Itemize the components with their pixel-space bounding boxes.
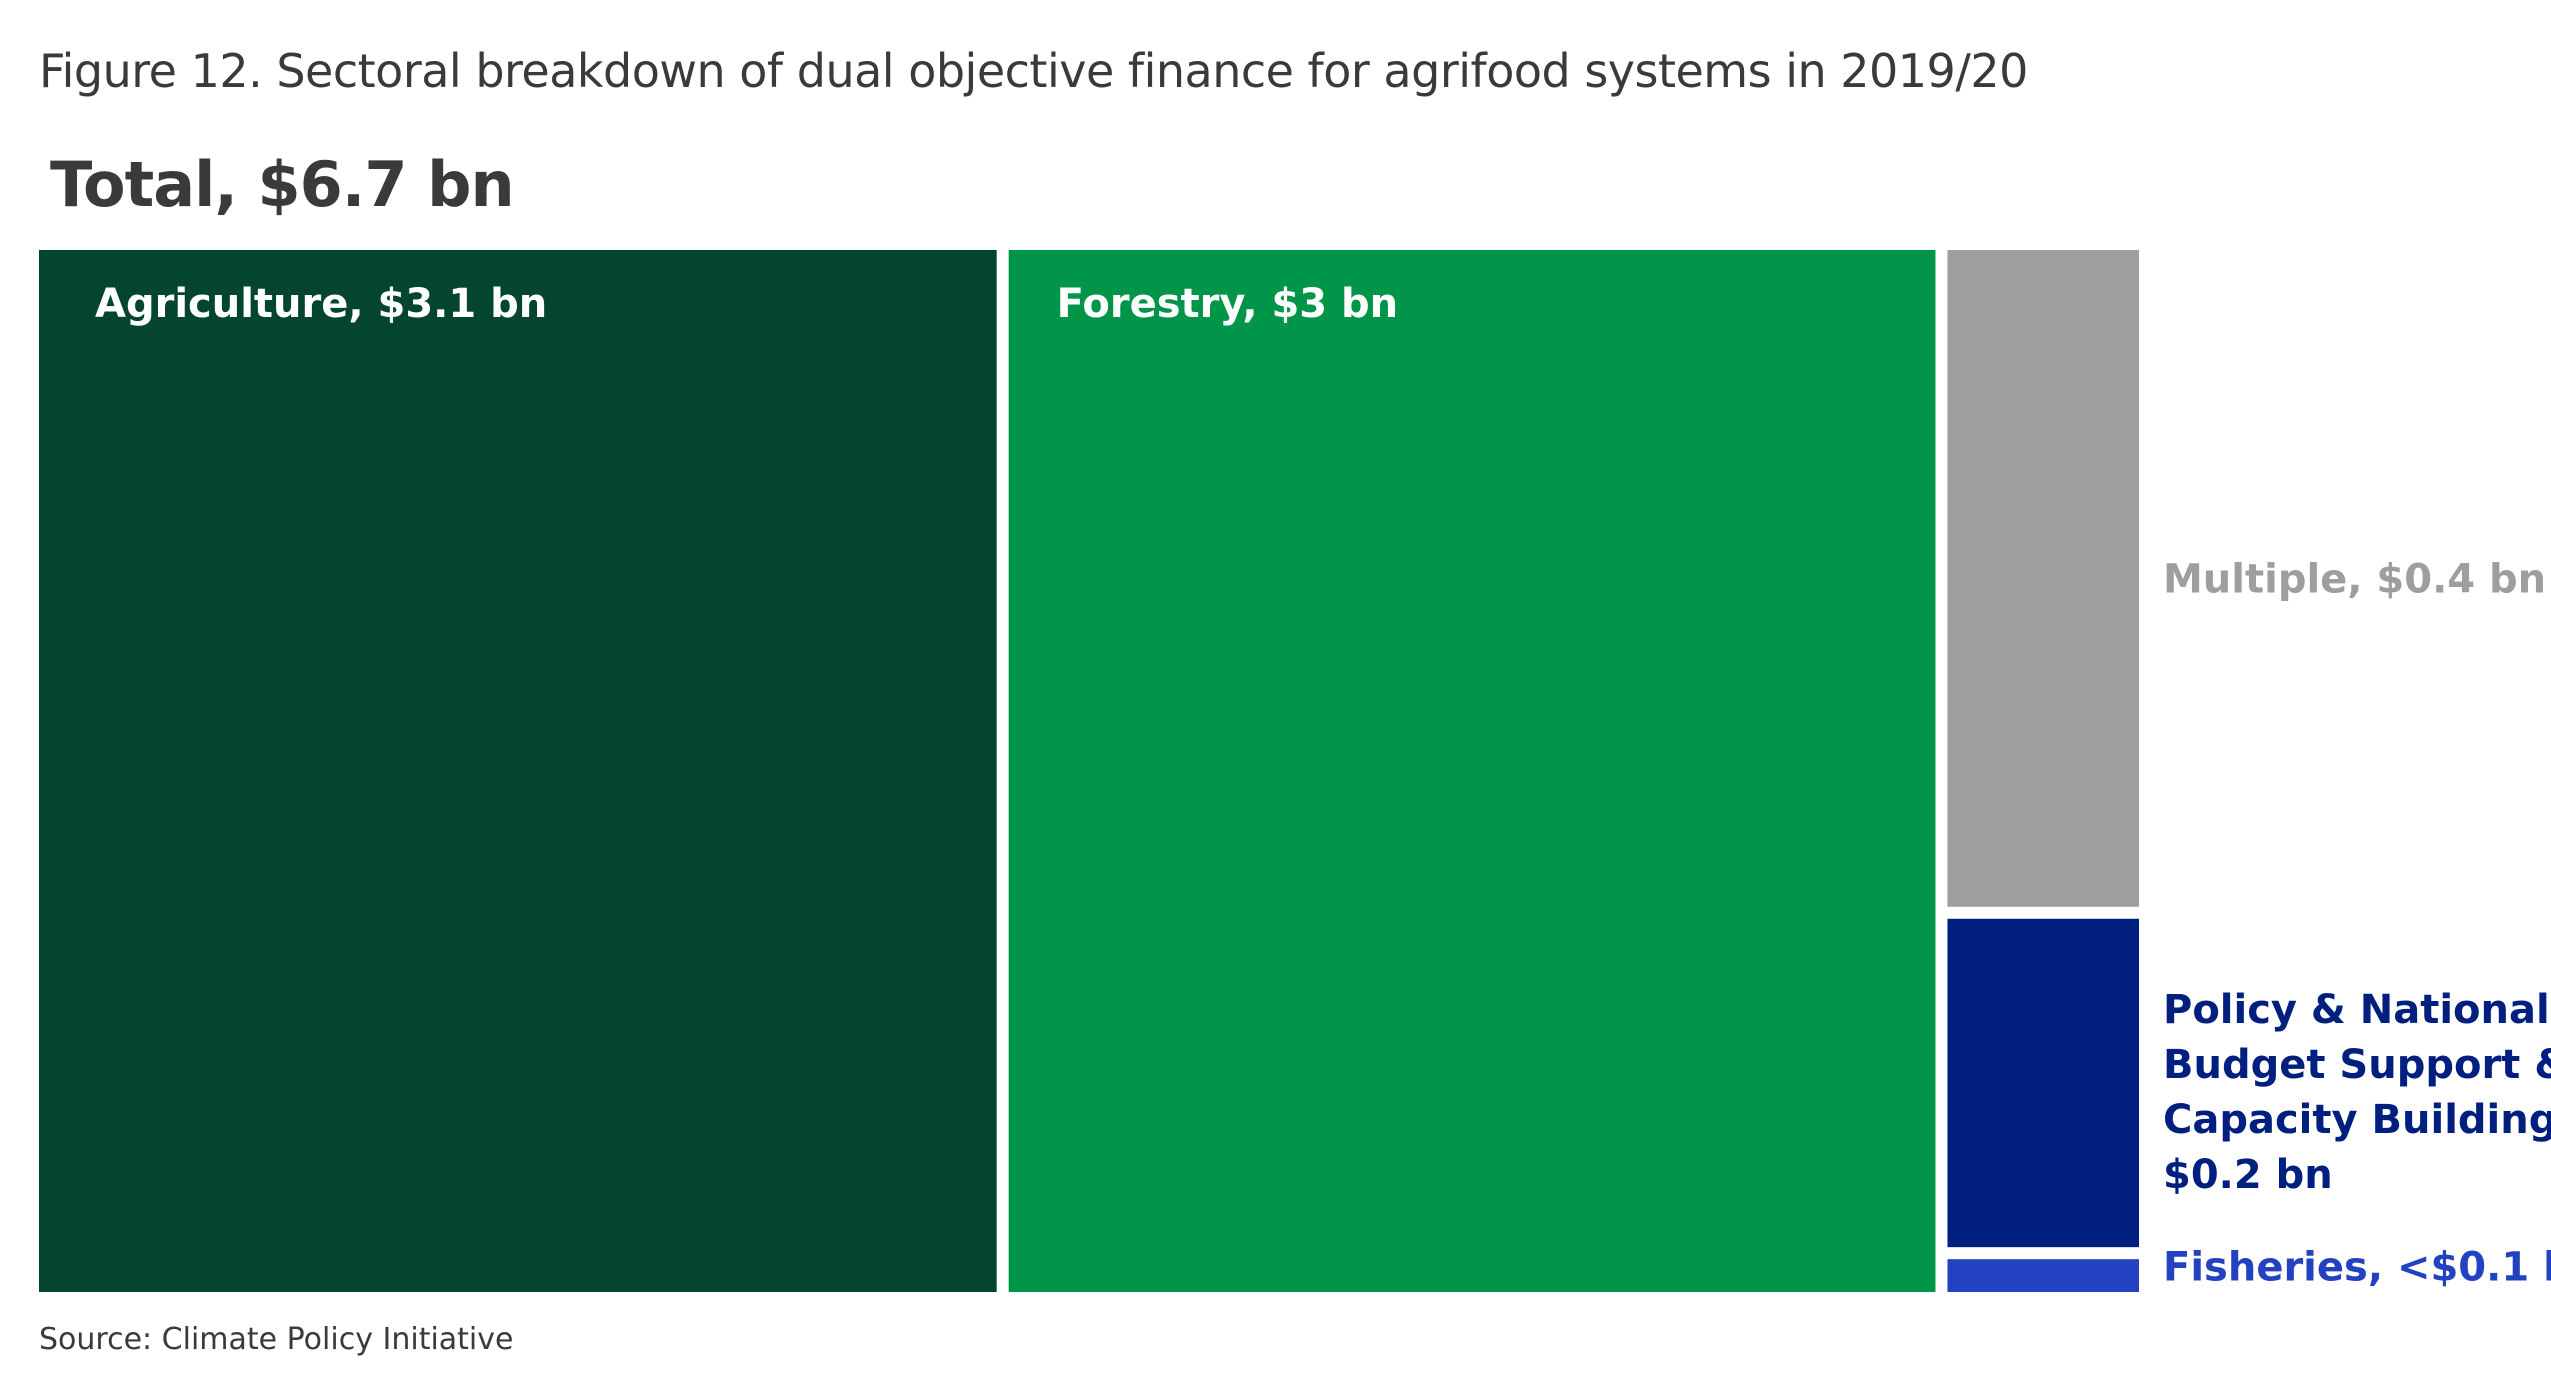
treemap-tile-agriculture <box>39 250 997 1292</box>
tile-label-agriculture: Agriculture, $3.1 bn <box>95 281 547 327</box>
source-note: Source: Climate Policy Initiative <box>39 1322 514 1357</box>
tile-label-forestry: Forestry, $3 bn <box>1057 281 1398 327</box>
tile-label-policy-and-national-budget-support-and-capacity-building-line-4: $0.2 bn <box>2163 1152 2333 1198</box>
tile-label-policy-and-national-budget-support-and-capacity-building-line-1: Policy & National <box>2163 987 2550 1033</box>
tile-label-fisheries: Fisheries, <$0.1 bn <box>2163 1245 2551 1291</box>
treemap-tile-fisheries <box>1947 1259 2139 1292</box>
chart-total-label: Total, $6.7 bn <box>50 148 515 221</box>
treemap-tile-multiple <box>1947 250 2139 907</box>
tile-label-multiple: Multiple, $0.4 bn <box>2163 556 2546 602</box>
treemap-tile-forestry <box>1008 250 1936 1292</box>
tile-label-policy-and-national-budget-support-and-capacity-building-line-2: Budget Support & <box>2163 1042 2551 1088</box>
treemap-tile-policy-and-national-budget-support-and-capacity-building <box>1947 918 2139 1248</box>
tile-label-policy-and-national-budget-support-and-capacity-building-line-3: Capacity Building, <box>2163 1097 2551 1143</box>
chart-title: Figure 12. Sectoral breakdown of dual ob… <box>39 44 2028 98</box>
